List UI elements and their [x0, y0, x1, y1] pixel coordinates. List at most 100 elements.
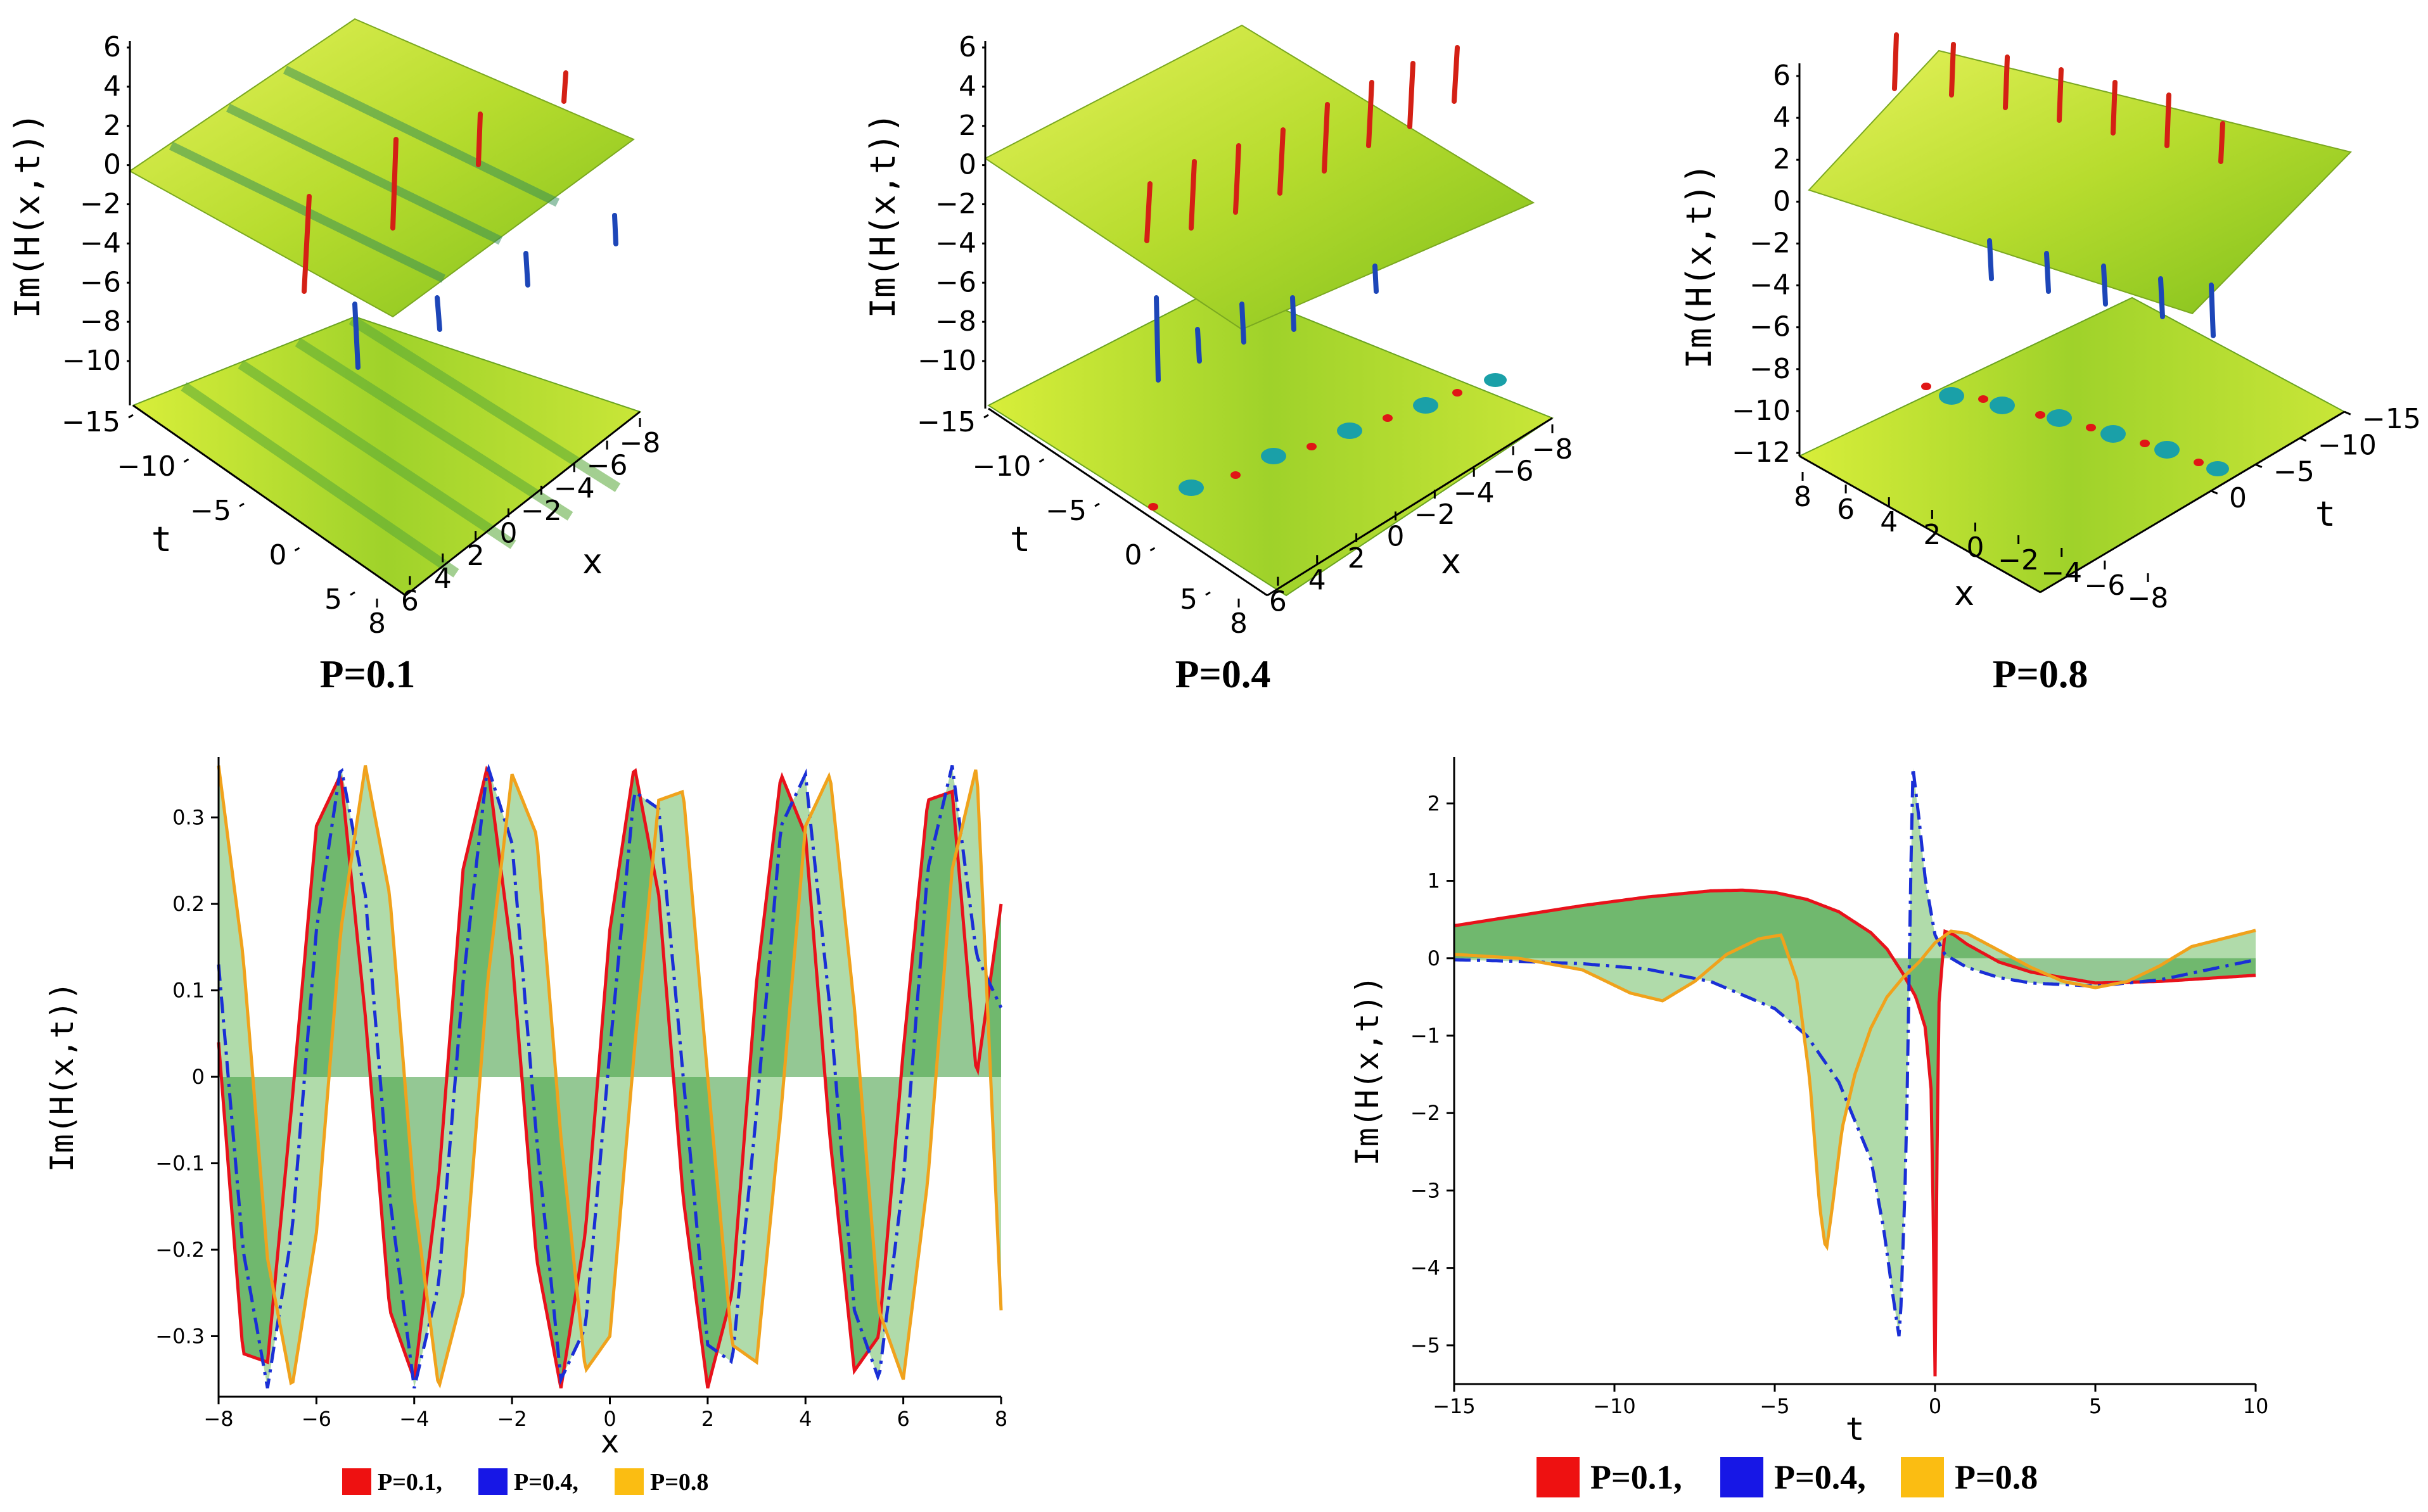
surface-spikes — [1892, 32, 2225, 338]
tick-label: −6 — [1493, 455, 1534, 487]
legend-label-p01: P=0.1, — [1590, 1458, 1682, 1496]
y-tick-label: 0 — [192, 1065, 205, 1089]
legend-swatch-p04 — [478, 1468, 508, 1495]
tick-label: −4 — [935, 227, 976, 259]
tick-label: −6 — [587, 450, 628, 482]
t-ticks: −15−10−5 0 — [2211, 403, 2421, 514]
legend-label-p08: P=0.8 — [1955, 1458, 2038, 1496]
tick-mark — [2299, 437, 2307, 442]
y-tick-label: −2 — [1410, 1101, 1440, 1125]
x-tick-label: −8 — [203, 1407, 233, 1431]
tick-label: 0 — [1967, 531, 1984, 564]
tick-label: 0 — [500, 518, 518, 550]
tick-mark — [1038, 458, 1045, 463]
legend-label-p04: P=0.4, — [1774, 1458, 1866, 1496]
tick-label: 8 — [368, 607, 386, 640]
floor-dots — [1148, 373, 1507, 511]
area-fill — [219, 770, 1001, 1388]
y-tick-label: 0 — [1428, 946, 1440, 970]
tick-label: −4 — [2041, 557, 2082, 589]
tick-label: −6 — [1749, 311, 1791, 343]
surface-sheet — [1808, 49, 2352, 315]
legend-swatch-p08 — [615, 1468, 644, 1495]
z-ticks: 6 4 2 0 −2 −4 −6 −8 −10 — [917, 31, 985, 377]
tick-label: 4 — [959, 70, 976, 103]
legend-swatch-p01 — [1537, 1457, 1580, 1497]
legend-right: P=0.1, P=0.4, P=0.8 — [1537, 1457, 2038, 1497]
tick-label: −8 — [620, 427, 661, 459]
t-ticks: −15 −10 −5 0 5 — [917, 406, 1211, 616]
tick-label: −4 — [1749, 269, 1791, 302]
tick-label: −2 — [1998, 544, 2039, 576]
tick-label: −4 — [1454, 477, 1495, 509]
tick-label: −5 — [1045, 495, 1087, 527]
surface-spikes — [302, 70, 618, 370]
tick-label: −8 — [2128, 582, 2169, 614]
x-tick-label: 4 — [799, 1407, 812, 1431]
z-ticks: 6 4 2 0 −2 −4 −6 −8 −10 — [62, 31, 130, 377]
t-axis-title: t — [2315, 494, 2336, 534]
x-axis-title: x — [1441, 542, 1462, 581]
tick-label: −8 — [1532, 433, 1573, 466]
tick-mark — [350, 591, 355, 596]
t-axis-title: t — [1010, 519, 1031, 559]
tick-label: 2 — [1773, 143, 1791, 175]
tick-label: −10 — [2318, 429, 2377, 462]
tick-label: 2 — [959, 110, 976, 142]
x-axis-title: x — [1954, 573, 1975, 613]
legend-left: P=0.1, P=0.4, P=0.8 — [342, 1468, 708, 1496]
y-tick-label: 0.3 — [172, 806, 205, 830]
tick-label: −6 — [2084, 569, 2125, 602]
tick-mark — [1094, 502, 1100, 507]
z-ticks: 6 4 2 0 −2 −4 −6 −8 −10 −12 — [1732, 60, 1799, 469]
surface-sheet — [129, 18, 635, 318]
y-tick-label: 2 — [1428, 791, 1440, 815]
y-tick-label: 0.1 — [172, 979, 205, 1003]
legend-swatch-p08 — [1901, 1457, 1944, 1497]
tick-label: 6 — [959, 31, 976, 63]
y-tick-label: −0.3 — [155, 1324, 205, 1348]
panel-caption: P=0.4 — [1175, 653, 1271, 696]
tick-label: −10 — [117, 450, 176, 483]
x-axis-title: t — [1845, 1411, 1864, 1447]
y-axis-title: Im(H(x,t)) — [1349, 975, 1386, 1166]
tick-label: 8 — [1230, 607, 1248, 640]
tick-label: 2 — [103, 110, 121, 142]
x-tick-label: −5 — [1760, 1394, 1789, 1418]
tick-label: 4 — [1308, 564, 1326, 596]
y-tick-label: 0.2 — [172, 892, 205, 916]
tick-label: 0 — [959, 149, 976, 181]
y-axis-title: Im(H(x,t)) — [44, 981, 80, 1172]
x-tick-label: 5 — [2089, 1394, 2102, 1418]
tick-label: 6 — [103, 31, 121, 63]
tick-label: −2 — [1749, 227, 1791, 259]
tick-mark — [1205, 591, 1211, 596]
legend-label-p08: P=0.8 — [650, 1469, 708, 1496]
tick-label: 0 — [1773, 185, 1791, 217]
tick-label: −5 — [190, 495, 231, 527]
tick-label: −10 — [973, 450, 1032, 483]
x-tick-label: 2 — [701, 1407, 714, 1431]
tick-mark — [239, 502, 245, 507]
floor-dots — [1921, 383, 2229, 476]
x-tick-label: −10 — [1593, 1394, 1636, 1418]
tick-label: −2 — [80, 188, 121, 220]
tick-label: −8 — [80, 305, 121, 338]
surface-spikes — [1144, 45, 1460, 383]
y-tick-label: 1 — [1428, 869, 1440, 893]
tick-label: 0 — [2229, 482, 2247, 514]
tick-label: −10 — [1732, 395, 1791, 427]
tick-label: 0 — [1125, 539, 1142, 571]
tick-label: 0 — [103, 149, 121, 181]
y-tick-label: −5 — [1410, 1333, 1440, 1357]
tick-label: −6 — [935, 266, 976, 298]
series-line-P=0.8 — [1454, 929, 2256, 1251]
series-line-P=0.1 — [217, 765, 1003, 1389]
z-axis-title: Im(H(x,t)) — [8, 112, 48, 318]
